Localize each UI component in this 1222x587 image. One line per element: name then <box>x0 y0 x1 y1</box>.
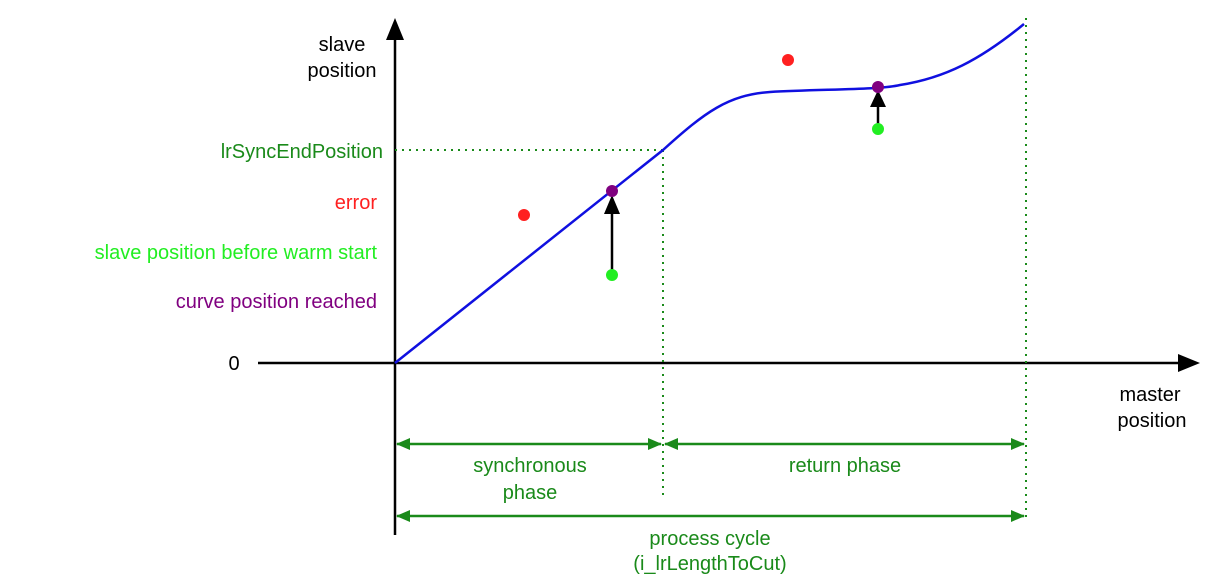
origin-label: 0 <box>228 353 239 375</box>
y-axis-label-line1: slave <box>319 34 366 56</box>
warm-start-point-1 <box>606 269 618 281</box>
x-axis-label-line1: master <box>1119 384 1180 406</box>
error-point-1 <box>518 209 530 221</box>
x-axis-arrow <box>1178 354 1200 372</box>
error-label: error <box>335 192 378 214</box>
warm-start-arrow-2-head <box>870 90 886 107</box>
y-axis-label-line2: position <box>308 60 377 82</box>
curve-reached-point-2 <box>872 81 884 93</box>
curve-reached-point-1 <box>606 185 618 197</box>
process-cycle-label-line1: process cycle <box>649 528 770 550</box>
return-phase-label: return phase <box>789 455 901 477</box>
y-axis-arrow <box>386 18 404 40</box>
x-axis-label-line2: position <box>1118 410 1187 432</box>
warm-start-arrow-1-head <box>604 195 620 214</box>
synchronous-phase-label-line2: phase <box>503 482 558 504</box>
synchronous-phase-label-line1: synchronous <box>473 455 586 477</box>
warm-start-label: slave position before warm start <box>95 242 378 264</box>
sync-end-position-label: lrSyncEndPosition <box>221 141 383 163</box>
cam-curve <box>394 23 1025 364</box>
error-point-2 <box>782 54 794 66</box>
curve-reached-label: curve position reached <box>176 291 377 313</box>
warm-start-point-2 <box>872 123 884 135</box>
process-cycle-label-line2: (i_lrLengthToCut) <box>633 553 786 575</box>
